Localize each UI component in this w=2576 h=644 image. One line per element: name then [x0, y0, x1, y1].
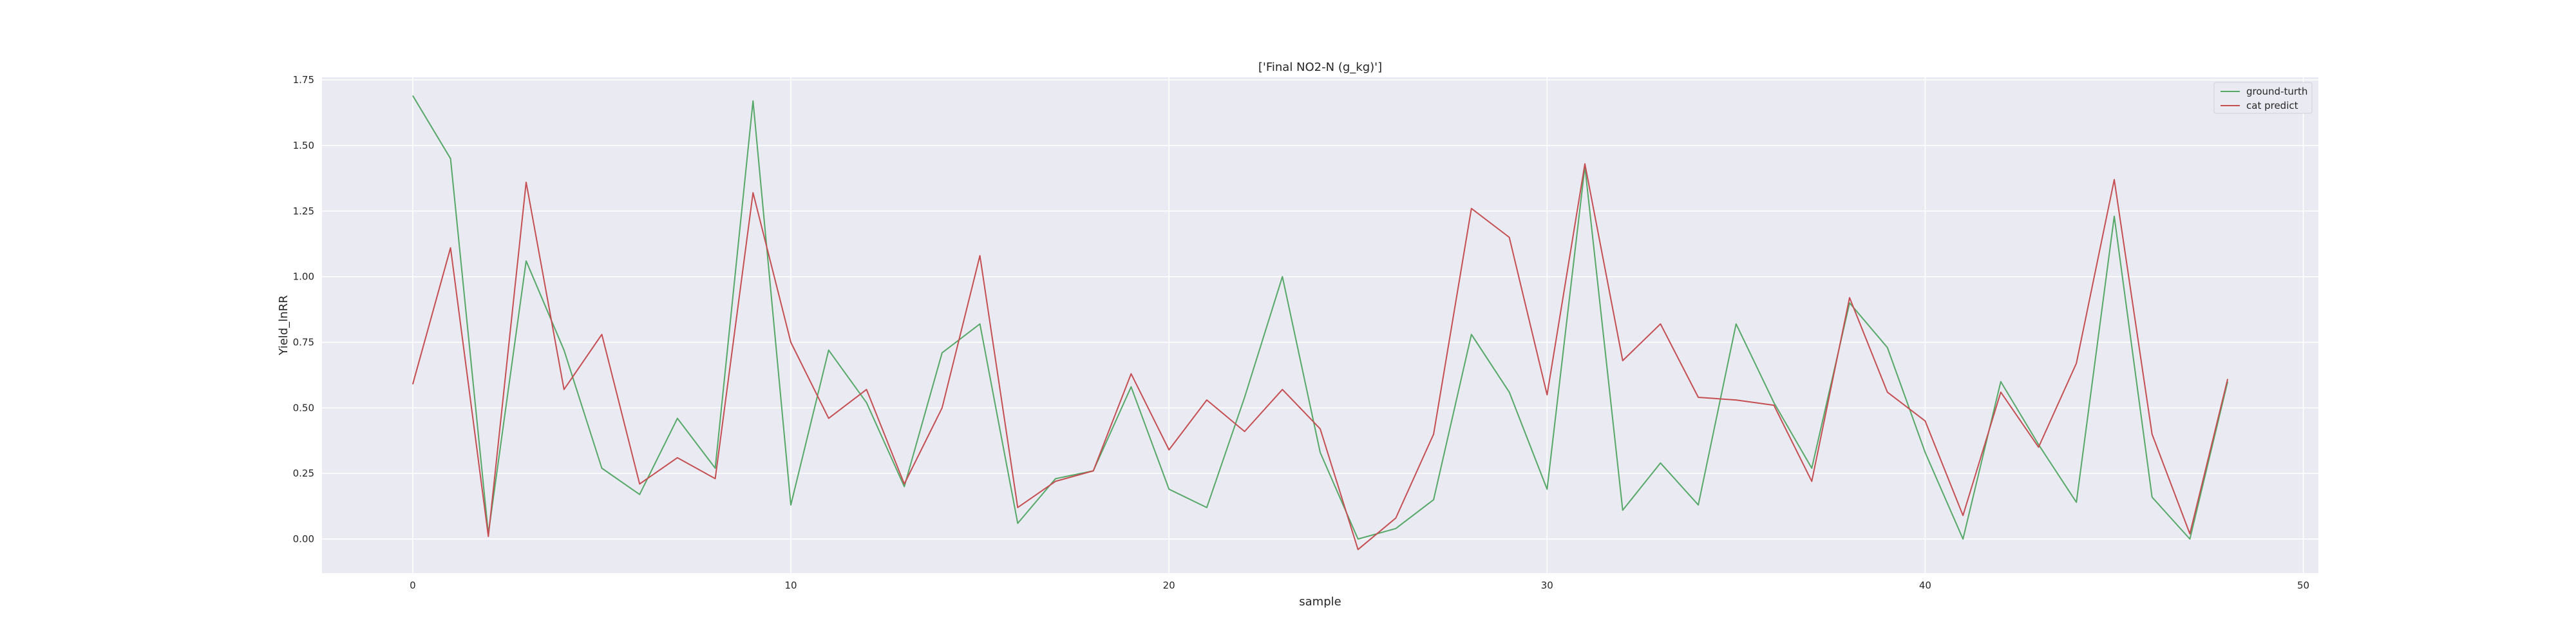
y-tick-label: 1.00 [293, 271, 314, 283]
x-tick-label: 20 [1163, 580, 1175, 591]
x-tick-label: 50 [2297, 580, 2309, 591]
legend: ground-turth cat predict [2213, 82, 2313, 114]
y-tick-label: 0.25 [293, 468, 314, 479]
chart-title: ['Final NO2-N (g_kg)'] [1258, 61, 1382, 74]
legend-label-ground-turth: ground-turth [2246, 86, 2307, 97]
grid [322, 77, 2318, 573]
y-tick-label: 0.00 [293, 533, 314, 545]
y-axis-title: Yield_lnRR [277, 295, 290, 355]
legend-label-cat-predict: cat predict [2246, 100, 2298, 111]
x-tick-label: 0 [410, 580, 416, 591]
x-tick-label: 10 [784, 580, 797, 591]
tick-labels: 0 10 20 30 40 50 0.00 0.25 0.50 0.75 1.00 1.25 1.50 1… [293, 74, 2309, 591]
plot-background [322, 77, 2318, 573]
series-lines [412, 95, 2229, 551]
y-tick-label: 0.50 [293, 402, 314, 413]
x-axis-title: sample [1299, 595, 1341, 609]
y-tick-label: 1.75 [293, 74, 314, 86]
series-line-cat-predict [412, 163, 2229, 551]
x-tick-label: 30 [1541, 580, 1553, 591]
y-tick-label: 0.75 [293, 336, 314, 348]
y-tick-label: 1.25 [293, 205, 314, 217]
x-tick-label: 40 [1919, 580, 1931, 591]
series-line-ground-turth [412, 95, 2229, 540]
y-tick-label: 1.50 [293, 140, 314, 151]
